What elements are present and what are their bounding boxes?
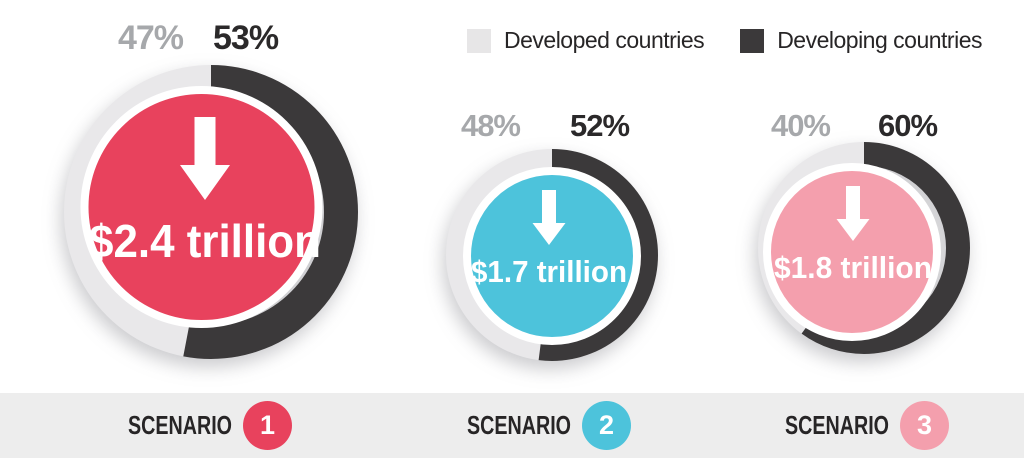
donut-chart-scenario-1: $2.4 trillion [64,65,358,359]
amount-label-3: $1.8 trillion [774,250,932,285]
scenario3-developing-pct-label: 60% [878,108,938,143]
legend-swatch-developing [740,28,765,53]
down-arrow-icon [836,186,870,241]
scenario-2-footer-label: SCENARIO 2 [467,393,631,458]
legend-label-developed: Developed countries [504,27,705,53]
scenario-1-footer-label: SCENARIO 1 [128,393,292,458]
legend-swatch-developed [467,28,491,53]
scenario-2-text: SCENARIO [467,412,571,440]
amount-label-1: $2.4 trillion [89,215,321,267]
legend-label-developing: Developing countries [777,27,982,53]
down-arrow-icon [180,117,230,200]
scenario-word: SCENARIO [785,412,889,440]
legend: Developed countries Developing countries [467,27,982,54]
scenario3-developed-pct-label: 40% [770,108,831,143]
scenario-number: 2 [598,410,615,440]
scenario-number: 1 [259,410,276,440]
legend-item-developing: Developing countries [740,27,982,54]
donut-chart-scenario-3: $1.8 trillion [758,142,970,354]
scenario-1-number-badge: 1 [243,401,292,450]
scenario1-developing-pct-label: 53% [213,19,279,57]
donut-chart-scenario-2: $1.7 trillion [446,149,658,361]
scenario2-developed-pct-label: 48% [460,108,521,143]
scenario-1-text: SCENARIO [128,412,232,440]
scenario-2-number-badge: 2 [582,401,631,450]
scenario-number: 3 [916,410,933,440]
scenario-footer-bar: SCENARIO 1 SCENARIO 2 SCENARIO 3 [0,393,1024,458]
scenario-3-footer-label: SCENARIO 3 [785,393,949,458]
ring-developing-arc-1 [64,65,358,359]
scenario-word: SCENARIO [467,412,571,440]
ring-developing-arc-3 [758,142,970,354]
legend-item-developed: Developed countries [467,27,705,54]
ring-developing-arc-2 [446,149,658,361]
scenario2-developing-pct-label: 52% [570,108,630,143]
amount-circle-2 [463,167,641,345]
down-arrow-icon [532,190,566,245]
amount-label-2: $1.7 trillion [471,254,627,289]
scenario-3-number-badge: 3 [900,401,949,450]
scenario-word: SCENARIO [128,412,232,440]
amount-circle-1 [80,86,323,328]
scenario1-developed-pct-label: 47% [117,19,184,57]
scenario-3-text: SCENARIO [785,412,889,440]
amount-circle-3 [763,163,941,341]
